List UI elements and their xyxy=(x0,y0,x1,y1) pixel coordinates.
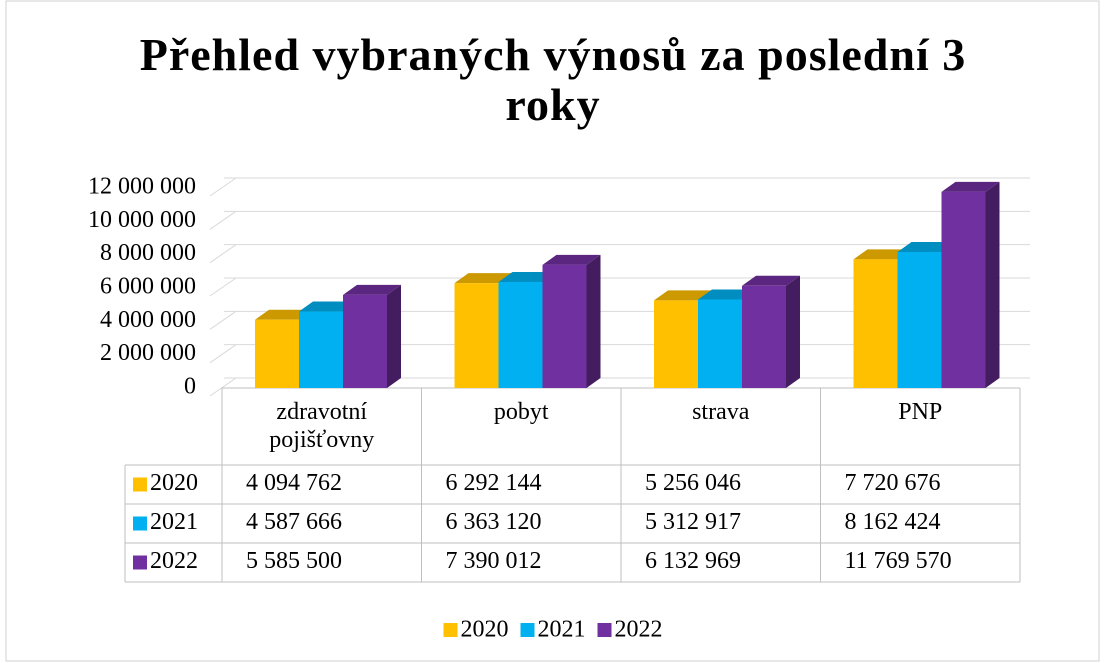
category-label: strava xyxy=(692,399,750,425)
bar-top xyxy=(698,289,756,300)
legend-key xyxy=(133,555,147,570)
y-tick-label: 0 xyxy=(184,374,196,400)
table-value: 5 256 046 xyxy=(645,470,741,496)
category-label: PNP xyxy=(898,399,943,425)
table-value: 5 585 500 xyxy=(246,548,342,574)
legend-key xyxy=(597,623,612,637)
category-label: pobyt xyxy=(493,399,549,425)
bar-front xyxy=(897,251,942,388)
bar-front xyxy=(498,281,543,388)
bar-side xyxy=(586,254,601,388)
bar-front xyxy=(853,259,898,388)
bar-side xyxy=(786,275,800,388)
bar-side xyxy=(985,181,1000,388)
legend-label: 2020 xyxy=(461,617,509,643)
legend-label: 2022 xyxy=(615,617,663,643)
chart-border xyxy=(5,0,1100,662)
legend-key xyxy=(520,623,535,637)
y-tick-label: 10 000 000 xyxy=(88,207,196,233)
grid-line xyxy=(209,177,237,197)
y-tick-label: 6 000 000 xyxy=(100,274,196,300)
grid-line xyxy=(209,277,237,297)
table-value: 7 390 012 xyxy=(446,548,542,574)
bar-front xyxy=(343,294,387,388)
bar-front xyxy=(654,300,698,388)
bar-top xyxy=(853,249,912,260)
bar xyxy=(542,254,601,388)
y-tick-label: 8 000 000 xyxy=(100,240,196,266)
bar-front xyxy=(542,264,587,388)
grid-line xyxy=(209,210,237,230)
bar-top xyxy=(454,273,513,284)
table-value: 11 769 570 xyxy=(845,548,952,574)
bar-front xyxy=(255,319,299,388)
table-value: 6 132 969 xyxy=(645,548,741,574)
row-header: 2021 xyxy=(150,509,198,535)
bar-top xyxy=(299,301,357,312)
row-header: 2020 xyxy=(150,470,198,496)
bar-top xyxy=(897,241,956,252)
bar-top xyxy=(941,181,1000,192)
y-tick-label: 2 000 000 xyxy=(100,340,196,366)
y-tick-label: 12 000 000 xyxy=(88,174,196,200)
table-value: 8 162 424 xyxy=(845,509,941,535)
bar-top xyxy=(742,275,800,286)
table-value: 4 587 666 xyxy=(246,509,342,535)
bar-front xyxy=(941,191,986,388)
legend-key xyxy=(133,477,147,492)
bar xyxy=(742,275,800,388)
legend-label: 2021 xyxy=(538,617,586,643)
bar-top xyxy=(654,290,712,301)
table-value: 6 363 120 xyxy=(446,509,542,535)
row-header: 2022 xyxy=(150,548,198,574)
y-tick-label: 4 000 000 xyxy=(100,307,196,333)
grid-line xyxy=(209,377,237,397)
bar-side xyxy=(387,284,401,388)
table-value: 6 292 144 xyxy=(446,470,542,496)
grid-line xyxy=(209,344,237,364)
table-value: 7 720 676 xyxy=(845,470,941,496)
chart-title: Přehled vybraných výnosů za poslední 3 r… xyxy=(139,29,967,130)
bar-front xyxy=(742,285,786,388)
table-value: 4 094 762 xyxy=(246,470,342,496)
bar-front xyxy=(299,311,343,388)
bar-front xyxy=(698,299,742,388)
bar-top xyxy=(255,309,313,320)
bar-top xyxy=(542,254,601,265)
bar-top xyxy=(343,284,401,295)
category-label: zdravotní pojišťovny xyxy=(269,399,375,453)
table-value: 5 312 917 xyxy=(645,509,741,535)
legend-key xyxy=(133,516,147,531)
legend: 2020 2021 2022 xyxy=(443,617,663,643)
grid-line xyxy=(209,244,237,264)
bar xyxy=(343,284,401,388)
bar-front xyxy=(454,283,499,388)
legend-key xyxy=(443,623,458,637)
bar xyxy=(941,181,1000,388)
grid-line xyxy=(209,310,237,330)
bar-top xyxy=(498,271,557,282)
